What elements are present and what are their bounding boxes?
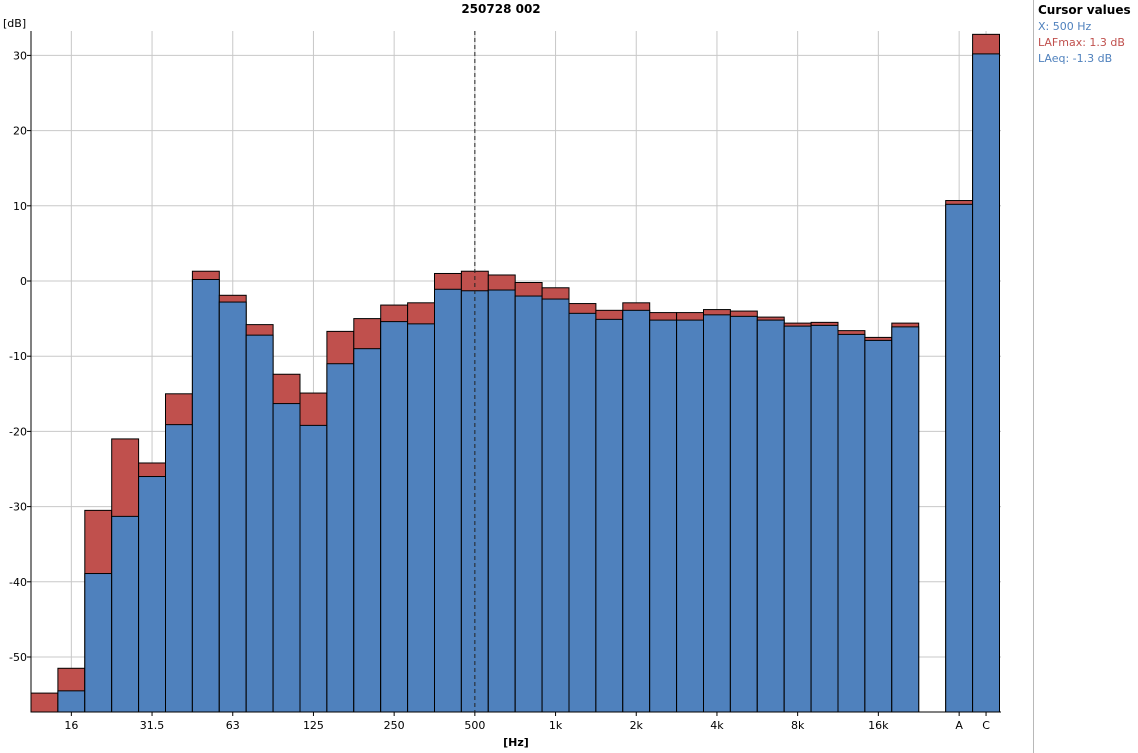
bar-laeq-200 bbox=[353, 348, 382, 713]
y-tick-label: -10 bbox=[9, 350, 27, 363]
bar-laeq-12.5k bbox=[837, 333, 866, 713]
bar-laeq-800 bbox=[514, 295, 543, 713]
x-tick-label: 500 bbox=[464, 719, 485, 732]
x-tick-label: 4k bbox=[710, 719, 724, 732]
x-tick-label: 1k bbox=[549, 719, 563, 732]
bar-laeq-A bbox=[945, 203, 974, 713]
bar-laeq-1.6k bbox=[595, 318, 624, 713]
y-tick-label: 30 bbox=[13, 49, 27, 62]
x-tick-label: 16k bbox=[868, 719, 889, 732]
bar-laeq-250 bbox=[380, 321, 409, 713]
x-tick-label: 8k bbox=[791, 719, 805, 732]
bar-laeq-20 bbox=[84, 573, 113, 713]
bar-laeq-5k bbox=[729, 315, 758, 713]
bar-laeq-25 bbox=[111, 515, 140, 713]
x-tick-label: A bbox=[955, 719, 963, 732]
bar-laeq-1k bbox=[541, 298, 570, 713]
bar-laeq-80 bbox=[245, 334, 274, 713]
bar-laeq-4k bbox=[703, 314, 731, 713]
bar-laeq-8k bbox=[783, 325, 812, 713]
bar-laeq-10k bbox=[810, 324, 839, 713]
x-tick-label: C bbox=[982, 719, 990, 732]
cursor-x-value: X: 500 Hz bbox=[1038, 20, 1092, 33]
bar-laeq-125 bbox=[299, 424, 328, 713]
y-tick-label: -30 bbox=[9, 501, 27, 514]
y-tick-label: -20 bbox=[9, 425, 27, 438]
bar-laeq-630 bbox=[487, 289, 516, 713]
bar-laeq-2.5k bbox=[649, 319, 678, 713]
y-axis-label: [dB] bbox=[3, 17, 26, 30]
x-tick-label: 16 bbox=[64, 719, 78, 732]
chart-title: 250728 002 bbox=[461, 2, 541, 16]
bar-laeq-40 bbox=[165, 424, 193, 713]
bar-laeq-1.25k bbox=[568, 312, 597, 713]
bar-laeq-100 bbox=[272, 403, 301, 713]
x-tick-label: 250 bbox=[384, 719, 405, 732]
bar-laeq-C bbox=[972, 53, 1000, 713]
bar-laeq-2k bbox=[622, 309, 651, 713]
x-tick-label: 125 bbox=[303, 719, 324, 732]
bar-laeq-63 bbox=[218, 301, 247, 713]
chart-area[interactable]: 30 20 10 0 -10 -20 -30 -40 -50 16 31.5 63 125 250 500 1… bbox=[0, 0, 1033, 753]
y-tick-label: 10 bbox=[13, 200, 27, 213]
bar-laeq-6.3k bbox=[756, 319, 785, 713]
y-tick-label: 0 bbox=[20, 275, 27, 288]
x-tick-label: 63 bbox=[226, 719, 240, 732]
bar-lafmax-12.5 bbox=[30, 692, 59, 713]
bar-laeq-16 bbox=[57, 690, 86, 713]
bar-laeq-16k bbox=[864, 339, 893, 713]
bar-laeq-315 bbox=[407, 323, 436, 713]
bar-laeq-400 bbox=[434, 288, 462, 713]
cursor-lafmax-value: LAFmax: 1.3 dB bbox=[1038, 36, 1125, 49]
bar-laeq-20k bbox=[891, 326, 920, 713]
x-axis-label: [Hz] bbox=[503, 736, 529, 749]
y-tick-label: -50 bbox=[9, 651, 27, 664]
cursor-laeq-value: LAeq: -1.3 dB bbox=[1038, 52, 1113, 65]
bar-laeq-31.5 bbox=[138, 476, 167, 713]
bar-laeq-3.15k bbox=[676, 319, 704, 713]
cursor-values-panel: Cursor values X: 500 Hz LAFmax: 1.3 dB L… bbox=[1033, 0, 1138, 753]
x-tick-label: 2k bbox=[630, 719, 644, 732]
bar-laeq-160 bbox=[326, 363, 355, 713]
y-tick-label: -40 bbox=[9, 576, 27, 589]
x-tick-label: 31.5 bbox=[140, 719, 165, 732]
bar-laeq-50 bbox=[191, 278, 220, 713]
cursor-values-title: Cursor values bbox=[1038, 3, 1131, 17]
y-tick-label: 20 bbox=[13, 125, 27, 138]
